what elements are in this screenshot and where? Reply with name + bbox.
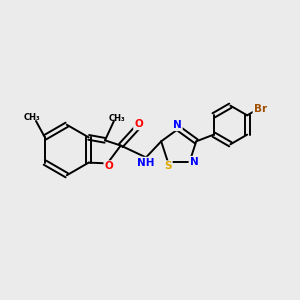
- Text: S: S: [164, 161, 172, 171]
- Text: O: O: [104, 161, 113, 171]
- Text: N: N: [190, 157, 198, 167]
- Text: N: N: [173, 120, 182, 130]
- Text: CH₃: CH₃: [109, 113, 125, 122]
- Text: Br: Br: [254, 104, 267, 114]
- Text: O: O: [134, 119, 143, 129]
- Text: NH: NH: [137, 158, 155, 168]
- Text: CH₃: CH₃: [24, 113, 41, 122]
